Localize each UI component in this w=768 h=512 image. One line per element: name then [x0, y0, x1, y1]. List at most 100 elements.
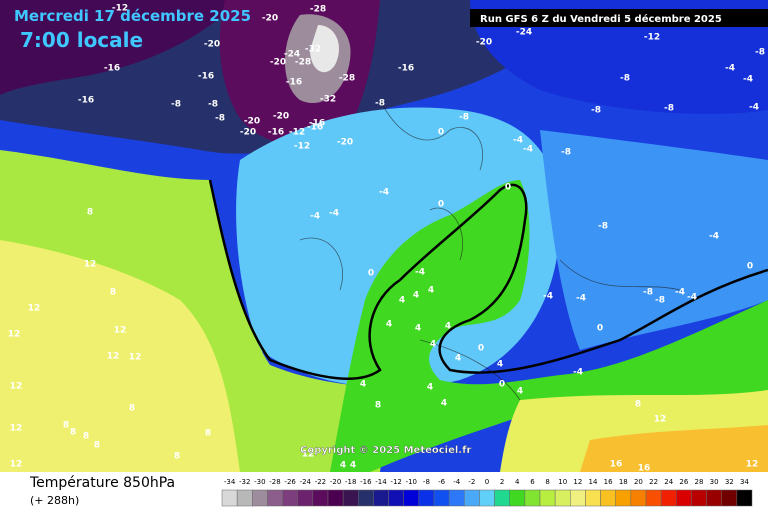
contour-label: -4	[743, 75, 753, 85]
contour-label: -8	[208, 100, 218, 110]
contour-label: -32	[320, 95, 336, 105]
legend-tick-label: 6	[530, 478, 535, 486]
legend-swatch	[342, 489, 359, 507]
contour-label: 8	[83, 432, 89, 442]
contour-label: 4	[441, 399, 447, 409]
legend-swatch	[585, 489, 601, 507]
legend-tick-label: -18	[345, 478, 356, 486]
legend-swatch	[509, 489, 526, 507]
legend-tick-label: -28	[269, 478, 280, 486]
contour-label: -12	[644, 33, 660, 43]
contour-label: 12	[107, 352, 120, 362]
contour-label: -16	[398, 64, 414, 74]
contour-label: 4	[428, 286, 434, 296]
contour-label: 4	[350, 461, 356, 471]
contour-label: 4	[455, 354, 461, 364]
legend-swatch	[721, 489, 738, 507]
contour-label: -12	[112, 4, 128, 14]
legend-swatch	[524, 489, 541, 507]
contour-label: -16	[286, 78, 302, 88]
contour-label: 0	[499, 380, 505, 390]
contour-label: -16	[198, 72, 214, 82]
legend-tick-label: -34	[224, 478, 236, 486]
contour-label: -8	[459, 113, 469, 123]
legend-swatch	[706, 489, 722, 507]
legend-tick-label: -12	[390, 478, 401, 486]
contour-label: -8	[755, 48, 765, 58]
contour-label: -8	[561, 148, 571, 158]
legend-tick-label: -26	[284, 478, 296, 486]
footer-title: Température 850hPa	[29, 475, 175, 491]
legend-tick-label: 0	[485, 478, 489, 486]
contour-label: -28	[295, 58, 311, 68]
contour-label: 4	[386, 320, 392, 330]
legend-tick-label: -30	[254, 478, 265, 486]
contour-label: -28	[339, 74, 355, 84]
legend-tick-label: 14	[589, 478, 598, 486]
contour-label: -20	[337, 138, 353, 148]
contour-label: -4	[749, 103, 759, 113]
contour-label: 4	[360, 380, 366, 390]
contour-label: 4	[427, 383, 433, 393]
legend-swatch	[479, 489, 495, 507]
contour-label: -20	[270, 58, 286, 68]
contour-label: 12	[746, 460, 759, 470]
legend-swatch	[433, 489, 450, 507]
contour-label: -20	[240, 128, 256, 138]
run-info: Run GFS 6 Z du Vendredi 5 décembre 2025	[480, 13, 722, 25]
contour-label: 8	[129, 404, 135, 414]
contour-label: -4	[415, 268, 425, 278]
contour-label: -8	[215, 114, 225, 124]
legend-tick-label: 8	[545, 478, 549, 486]
legend-tick-label: 2	[500, 478, 504, 486]
contour-label: 4	[413, 291, 419, 301]
contour-label: 0	[438, 200, 444, 210]
contour-label: -4	[543, 292, 553, 302]
contour-label: -20	[273, 112, 289, 122]
contour-label: -4	[576, 294, 586, 304]
contour-label: -8	[664, 104, 674, 114]
legend-swatch	[312, 489, 329, 507]
contour-label: -8	[620, 74, 630, 84]
contour-label: 12	[114, 326, 127, 336]
contour-label: -16	[268, 128, 284, 138]
legend-tick-label: -4	[453, 478, 461, 486]
legend-tick-label: -8	[423, 478, 430, 486]
north-east-region	[470, 0, 768, 114]
legend-swatch	[373, 489, 389, 507]
legend-swatch	[570, 489, 586, 507]
contour-label: 8	[205, 429, 211, 439]
legend-tick-label: 16	[604, 478, 613, 486]
legend-tick-label: -10	[406, 478, 417, 486]
coastlines	[299, 99, 681, 401]
east-region	[540, 130, 768, 350]
contour-label: 12	[302, 450, 315, 460]
contour-label: -24	[516, 28, 532, 38]
contour-label: -16	[307, 123, 323, 133]
contour-label: -28	[310, 5, 326, 15]
contour-label: -16	[309, 119, 325, 129]
contour-label: 16	[638, 464, 651, 474]
legend-swatch	[252, 489, 268, 507]
contour-label: -4	[725, 64, 735, 74]
legend-tick-label: 30	[710, 478, 719, 486]
legend-tick-label: -16	[360, 478, 372, 486]
contour-label: -20	[262, 14, 278, 24]
contour-label: 4	[497, 360, 503, 370]
legend-swatch	[676, 489, 692, 507]
contour-label: -32	[305, 45, 321, 55]
contour-label: -12	[294, 142, 310, 152]
legend-swatch	[403, 489, 420, 507]
legend-swatch	[615, 489, 632, 507]
run-banner	[470, 9, 768, 27]
zero-contour	[208, 179, 768, 380]
contour-label: -4	[329, 209, 339, 219]
contour-label: 4	[399, 296, 405, 306]
legend-swatch	[358, 489, 374, 507]
legend-tick-label: 34	[740, 478, 749, 486]
contour-label: -8	[171, 100, 181, 110]
warm-region	[0, 240, 240, 472]
legend-tick-label: -14	[375, 478, 387, 486]
legend-tick-label: -24	[300, 478, 312, 486]
legend-tick-label: 28	[695, 478, 704, 486]
